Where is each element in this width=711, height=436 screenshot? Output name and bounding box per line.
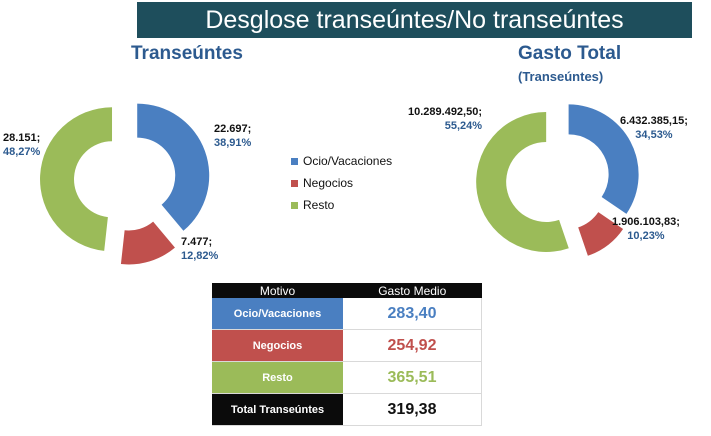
slice-resto — [476, 111, 569, 252]
slice-ocio-vacaciones — [137, 103, 210, 231]
value-label: 10.289.492,50; — [408, 106, 483, 118]
percent-label: 38,91% — [214, 137, 252, 149]
data-label-negocios: 1.906.103,83; 10,23% — [612, 215, 680, 243]
slice-ocio-vacaciones — [568, 104, 639, 214]
legend-label: Resto — [303, 198, 335, 212]
donut-chart-gasto-total — [476, 104, 639, 256]
slice-negocios — [578, 212, 624, 256]
table-row: Negocios 254,92 — [212, 329, 482, 362]
chart-title-transeuntes: Transeúntes — [131, 43, 243, 65]
chart-legend: Ocio/Vacaciones Negocios Resto — [291, 150, 392, 216]
motivo-cell: Ocio/Vacaciones — [212, 298, 343, 330]
legend-swatch — [291, 179, 298, 187]
motivo-cell: Resto — [212, 361, 343, 394]
legend-swatch — [291, 157, 298, 165]
legend-swatch — [291, 201, 298, 209]
chart-subtitle: (Transeúntes) — [518, 69, 604, 84]
table-row: Ocio/Vacaciones 283,40 — [212, 298, 482, 330]
donut-chart-transeuntes — [40, 103, 210, 265]
slice-negocios — [120, 221, 175, 265]
column-header-gasto-medio: Gasto Medio — [343, 283, 482, 298]
legend-item-resto: Resto — [291, 194, 392, 216]
data-label-ocio: 6.432.385,15; 34,53% — [620, 114, 688, 142]
value-label: 7.477; — [181, 236, 213, 248]
legend-item-ocio: Ocio/Vacaciones — [291, 150, 392, 172]
legend-label: Negocios — [303, 176, 354, 190]
percent-label: 34,53% — [635, 129, 673, 141]
page-title: Desglose transeúntes/No transeúntes — [137, 2, 692, 38]
percent-label: 55,24% — [444, 120, 483, 132]
chart-title-gasto-total: Gasto Total (Transeúntes) — [518, 43, 711, 87]
chart-title-text: Gasto Total — [518, 43, 622, 64]
motivo-cell: Total Transeúntes — [212, 393, 343, 426]
value-label: 22.697; — [214, 123, 252, 135]
gasto-cell: 254,92 — [343, 329, 482, 362]
value-label: 6.432.385,15; — [620, 115, 688, 127]
gasto-cell: 365,51 — [343, 361, 482, 394]
slice-resto — [40, 107, 113, 251]
table-row: Resto 365,51 — [212, 361, 482, 394]
percent-label: 12,82% — [181, 250, 219, 262]
legend-item-negocios: Negocios — [291, 172, 392, 194]
table-header-row: Motivo Gasto Medio — [212, 283, 482, 298]
data-label-negocios: 7.477; 12,82% — [181, 235, 218, 263]
chart-title-text: Transeúntes — [131, 43, 243, 64]
value-label: 28.151; — [3, 132, 41, 144]
percent-label: 48,27% — [3, 146, 41, 158]
value-label: 1.906.103,83; — [612, 216, 680, 228]
gasto-medio-table: Motivo Gasto Medio Ocio/Vacaciones 283,4… — [212, 283, 482, 426]
motivo-cell: Negocios — [212, 329, 343, 362]
data-label-ocio: 22.697; 38,91% — [214, 122, 251, 150]
column-header-motivo: Motivo — [212, 283, 343, 298]
gasto-cell: 283,40 — [343, 298, 482, 330]
legend-label: Ocio/Vacaciones — [303, 154, 393, 168]
table-row-total: Total Transeúntes 319,38 — [212, 393, 482, 426]
percent-label: 10,23% — [627, 230, 665, 242]
gasto-cell: 319,38 — [343, 393, 482, 426]
data-label-resto: 10.289.492,50; 55,24% — [408, 105, 482, 133]
data-label-resto: 28.151; 48,27% — [3, 131, 40, 159]
